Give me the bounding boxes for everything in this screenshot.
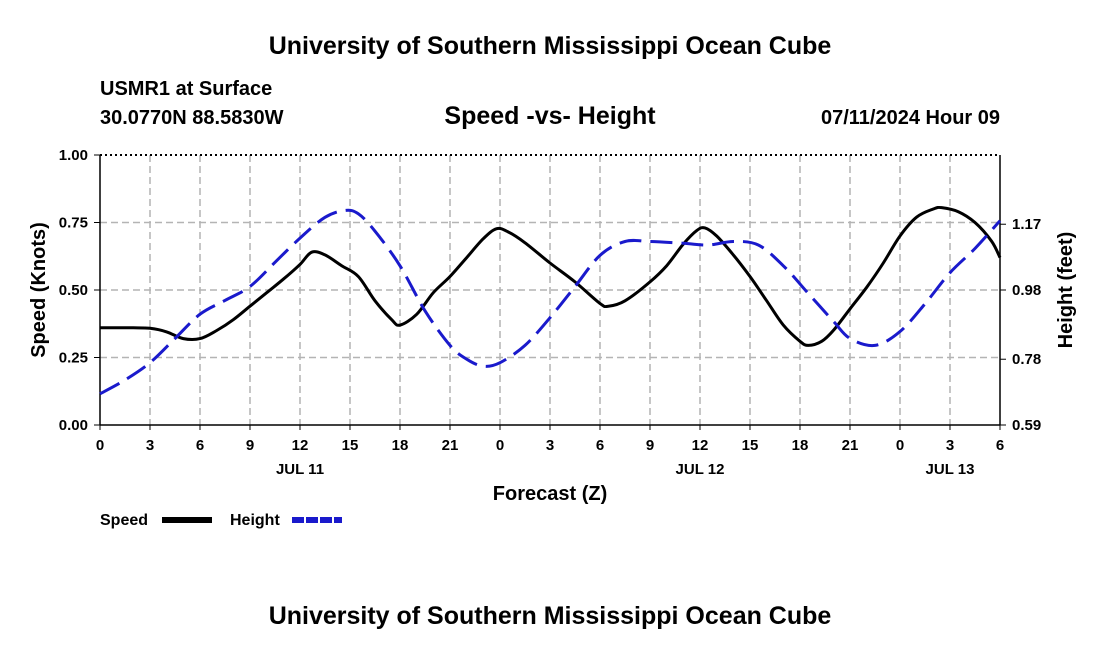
y-right-tick-label: 0.78 bbox=[1012, 351, 1041, 368]
station-label: USMR1 at Surface bbox=[100, 78, 272, 100]
x-tick-label: 18 bbox=[792, 437, 809, 454]
chart-title: Speed -vs- Height bbox=[444, 102, 656, 130]
y-axis-right-label: Height (feet) bbox=[1055, 232, 1077, 349]
y-right-tick-label: 0.98 bbox=[1012, 282, 1041, 299]
x-tick-label: 15 bbox=[742, 437, 759, 454]
legend-speed-label: Speed bbox=[100, 512, 148, 529]
x-tick-label: 9 bbox=[646, 437, 654, 454]
x-tick-label: 0 bbox=[96, 437, 104, 454]
x-tick-label: 21 bbox=[442, 437, 459, 454]
series-line-height bbox=[99, 208, 1002, 396]
y-left-tick-label: 0.25 bbox=[59, 350, 88, 367]
gridlines bbox=[100, 155, 1000, 425]
x-tick-label: 3 bbox=[146, 437, 154, 454]
y-right-tick-label: 1.17 bbox=[1012, 216, 1041, 233]
x-tick-label: 6 bbox=[596, 437, 604, 454]
series-line-speed bbox=[100, 205, 1002, 347]
coords-label: 30.0770N 88.5830W bbox=[100, 107, 284, 129]
y-axis-left-label: Speed (Knots) bbox=[28, 222, 50, 358]
y-right-tick-label: 0.59 bbox=[1012, 417, 1041, 434]
y-left-tick-label: 1.00 bbox=[59, 147, 88, 164]
x-tick-label: 15 bbox=[342, 437, 359, 454]
x-date-label: JUL 13 bbox=[926, 461, 975, 478]
page-title-top: University of Southern Mississippi Ocean… bbox=[269, 32, 832, 60]
x-tick-label: 3 bbox=[546, 437, 554, 454]
y-left-tick-label: 0.75 bbox=[59, 215, 88, 232]
page-title-bottom: University of Southern Mississippi Ocean… bbox=[269, 602, 832, 630]
date-label: 07/11/2024 Hour 09 bbox=[821, 107, 1000, 129]
tick-labels: 0 3 6 9 12 15 18 21 0 3 6 9 12 15 18 21 0 3 6 JUL 11 JUL 12 J… bbox=[59, 147, 1041, 478]
y-left-tick-label: 0.50 bbox=[59, 282, 88, 299]
x-tick-label: 18 bbox=[392, 437, 409, 454]
x-tick-label: 12 bbox=[692, 437, 709, 454]
x-tick-label: 3 bbox=[946, 437, 954, 454]
axes bbox=[94, 154, 1006, 430]
x-tick-label: 6 bbox=[996, 437, 1004, 454]
x-tick-label: 12 bbox=[292, 437, 309, 454]
x-date-label: JUL 12 bbox=[676, 461, 725, 478]
x-tick-label: 9 bbox=[246, 437, 254, 454]
x-tick-label: 0 bbox=[496, 437, 504, 454]
x-axis-label: Forecast (Z) bbox=[493, 483, 607, 505]
x-tick-label: 6 bbox=[196, 437, 204, 454]
x-tick-label: 0 bbox=[896, 437, 904, 454]
x-tick-label: 21 bbox=[842, 437, 859, 454]
legend: Speed Height bbox=[100, 512, 342, 529]
x-date-label: JUL 11 bbox=[276, 461, 324, 478]
series-lines bbox=[99, 205, 1002, 396]
legend-height-label: Height bbox=[230, 512, 280, 529]
y-left-tick-label: 0.00 bbox=[59, 417, 88, 434]
